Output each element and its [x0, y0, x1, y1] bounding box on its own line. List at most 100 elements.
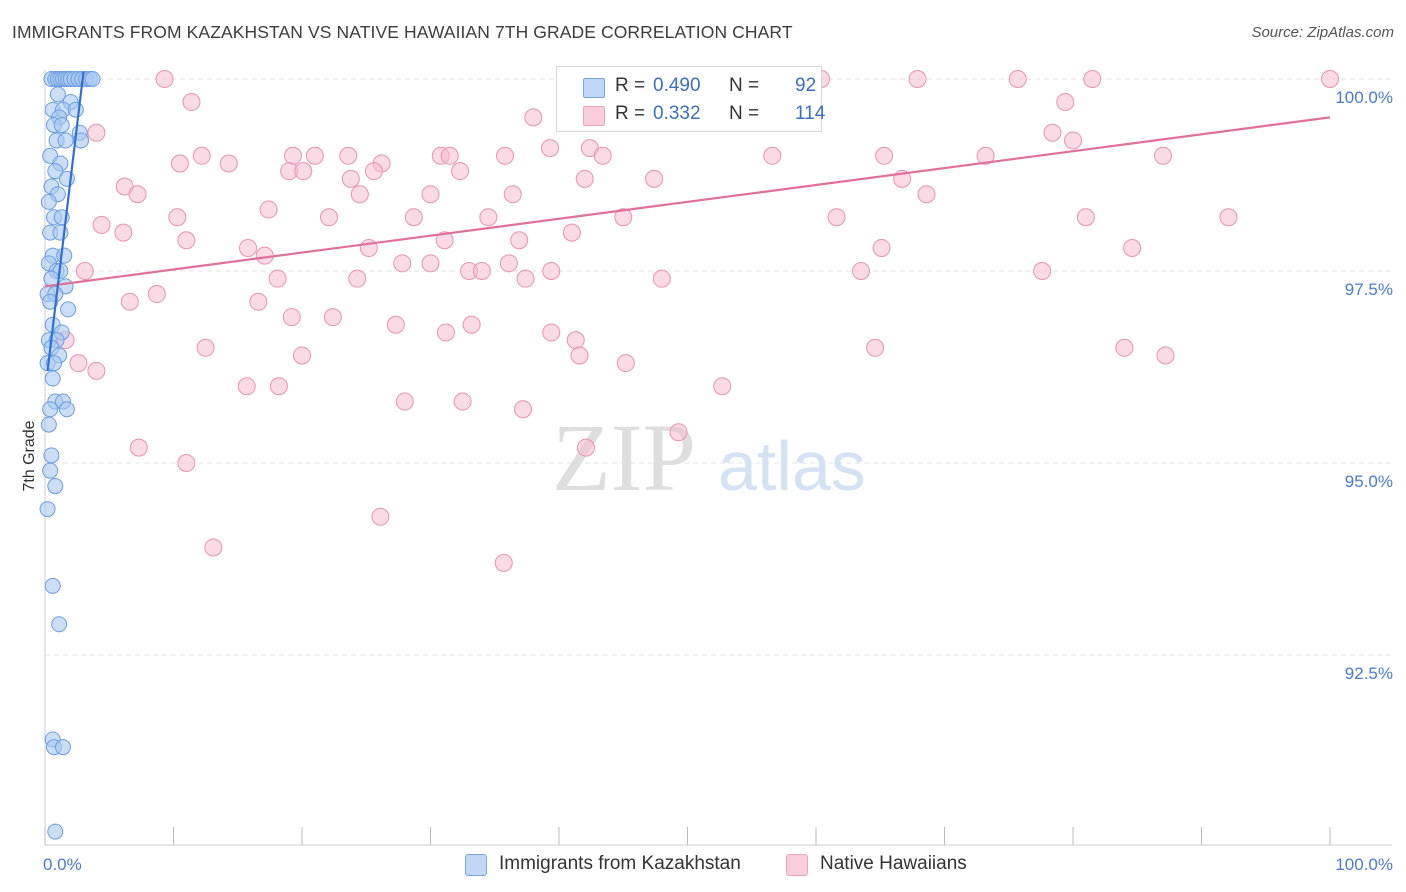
point-kazakhstan — [53, 117, 70, 134]
point-native-hawaiians — [542, 262, 561, 280]
x-tick-label: 0.0% — [43, 855, 82, 874]
point-native-hawaiians — [503, 185, 522, 204]
point-native-hawaiians — [496, 146, 515, 165]
point-native-hawaiians — [339, 146, 358, 165]
point-native-hawaiians — [129, 438, 148, 457]
point-native-hawaiians — [196, 338, 215, 357]
point-native-hawaiians — [348, 269, 367, 288]
point-native-hawaiians — [875, 146, 894, 165]
watermark-zip: ZIP — [552, 404, 696, 511]
point-native-hawaiians — [669, 423, 688, 442]
trendline-kazakhstan — [46, 71, 85, 371]
point-native-hawaiians — [908, 70, 927, 88]
point-native-hawaiians — [192, 146, 211, 165]
point-native-hawaiians — [294, 162, 313, 181]
point-native-hawaiians — [155, 70, 174, 88]
point-native-hawaiians — [1123, 238, 1142, 257]
watermark: ZIP atlas — [552, 404, 866, 511]
legend-swatch-blue — [583, 78, 605, 98]
point-native-hawaiians — [177, 454, 196, 472]
point-kazakhstan — [51, 616, 68, 633]
legend-r-value: 0.332 — [653, 103, 701, 124]
point-native-hawaiians — [614, 208, 633, 227]
point-native-hawaiians — [462, 315, 481, 334]
point-native-hawaiians — [1321, 70, 1339, 88]
series-native-hawaiians — [56, 70, 1339, 572]
point-native-hawaiians — [1156, 346, 1175, 365]
legend-r-label: R = — [615, 75, 646, 96]
point-kazakhstan — [40, 416, 57, 433]
point-native-hawaiians — [872, 238, 891, 257]
point-native-hawaiians — [436, 323, 455, 342]
point-kazakhstan — [58, 401, 75, 418]
grid-lines — [45, 78, 1392, 656]
point-native-hawaiians — [562, 223, 581, 242]
x-tick-label: 100.0% — [1335, 855, 1393, 874]
bottom-legend-label: Immigrants from Kazakhstan — [499, 853, 741, 874]
point-native-hawaiians — [1008, 70, 1027, 88]
point-native-hawaiians — [371, 507, 390, 526]
point-native-hawaiians — [120, 292, 139, 311]
point-native-hawaiians — [1076, 208, 1095, 227]
point-native-hawaiians — [395, 392, 414, 411]
point-kazakhstan — [47, 823, 64, 840]
point-native-hawaiians — [1219, 208, 1238, 227]
point-kazakhstan — [40, 193, 57, 210]
point-native-hawaiians — [128, 185, 147, 204]
point-native-hawaiians — [510, 231, 529, 250]
point-native-hawaiians — [182, 93, 201, 112]
point-native-hawaiians — [259, 200, 278, 219]
point-native-hawaiians — [1064, 131, 1082, 150]
point-native-hawaiians — [69, 354, 88, 373]
point-native-hawaiians — [364, 162, 383, 181]
point-native-hawaiians — [268, 269, 287, 288]
point-native-hawaiians — [541, 139, 560, 158]
legend-r-value: 0.490 — [653, 75, 701, 96]
point-native-hawaiians — [282, 308, 301, 327]
point-native-hawaiians — [293, 346, 311, 365]
point-native-hawaiians — [147, 285, 166, 304]
trendlines — [44, 71, 1331, 371]
trendline-native-hawaiians — [44, 116, 1331, 288]
point-native-hawaiians — [713, 377, 732, 396]
point-kazakhstan — [67, 101, 84, 118]
point-native-hawaiians — [917, 185, 936, 204]
point-native-hawaiians — [494, 553, 513, 572]
point-kazakhstan — [44, 370, 61, 387]
y-tick-label: 92.5% — [1345, 664, 1393, 683]
legend-r-label: R = — [615, 103, 646, 124]
y-tick-label: 100.0% — [1335, 88, 1393, 107]
point-native-hawaiians — [168, 208, 187, 227]
point-native-hawaiians — [87, 361, 106, 380]
bottom-legend-label: Native Hawaiians — [820, 853, 967, 874]
point-native-hawaiians — [1056, 93, 1075, 112]
point-native-hawaiians — [479, 208, 498, 227]
point-kazakhstan — [42, 462, 59, 479]
point-kazakhstan — [47, 163, 64, 180]
point-native-hawaiians — [976, 146, 995, 165]
point-native-hawaiians — [575, 169, 594, 188]
tick-labels: 7th Grade 100.0% 97.5% 95.0% 92.5% 0.0% 100.0… — [21, 88, 1393, 874]
point-native-hawaiians — [170, 154, 189, 173]
point-native-hawaiians — [237, 377, 256, 396]
point-native-hawaiians — [421, 254, 440, 273]
source-label: Source: ZipAtlas.com — [1251, 24, 1394, 41]
legend-n-value: 114 — [795, 103, 826, 124]
point-native-hawaiians — [323, 308, 342, 327]
point-native-hawaiians — [514, 400, 533, 419]
point-native-hawaiians — [645, 169, 664, 188]
point-native-hawaiians — [763, 146, 782, 165]
point-native-hawaiians — [114, 223, 133, 242]
watermark-atlas: atlas — [718, 427, 866, 505]
point-native-hawaiians — [341, 169, 360, 188]
point-native-hawaiians — [516, 269, 535, 288]
point-kazakhstan — [39, 501, 56, 518]
point-native-hawaiians — [239, 238, 258, 257]
y-axis-label: 7th Grade — [21, 420, 38, 491]
point-native-hawaiians — [866, 338, 885, 357]
point-native-hawaiians — [453, 392, 472, 411]
point-native-hawaiians — [249, 292, 268, 311]
bottom-legend-swatch-pink — [786, 854, 808, 876]
legend-n-label: N = — [729, 103, 760, 124]
point-native-hawaiians — [570, 346, 589, 365]
